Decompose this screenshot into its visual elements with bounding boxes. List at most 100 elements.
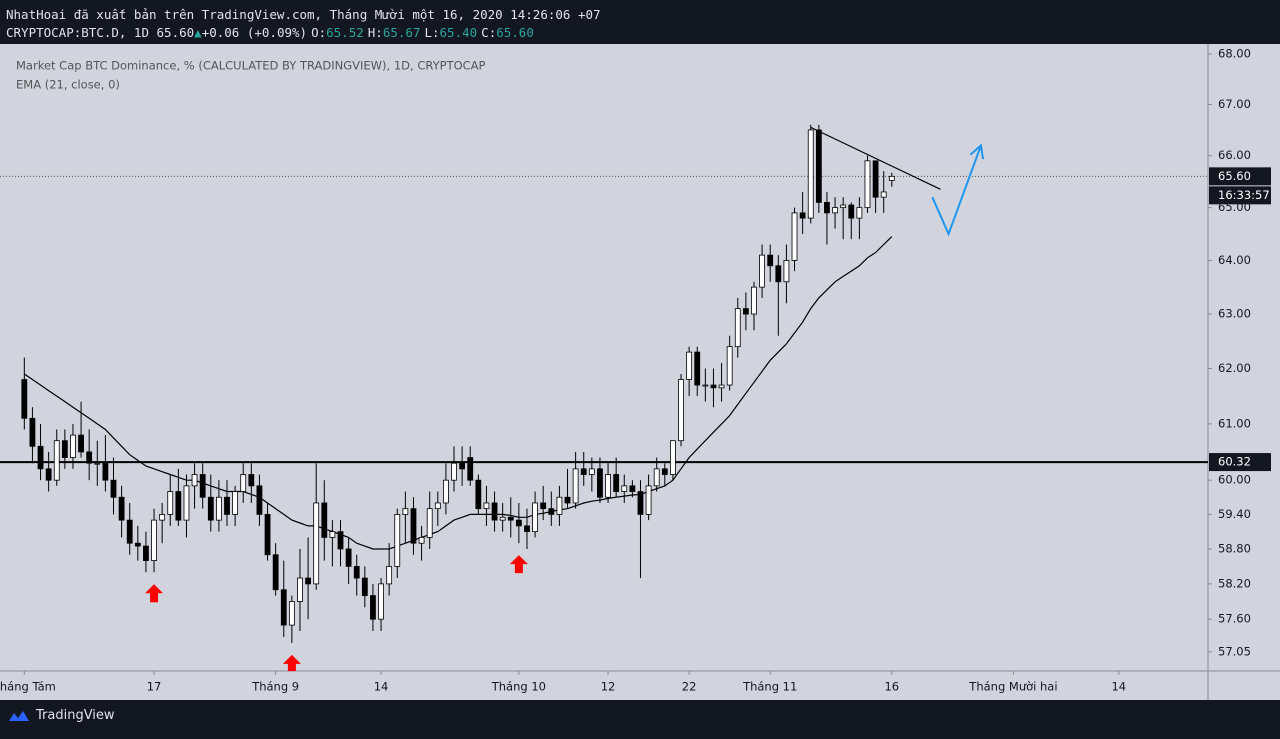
change: +0.06 (+0.09%) bbox=[201, 25, 308, 40]
projection bbox=[931, 145, 982, 237]
candle-body bbox=[694, 351, 701, 386]
candle-body bbox=[588, 468, 595, 475]
candle-body bbox=[345, 548, 352, 567]
candle-body bbox=[207, 496, 214, 521]
candle-body bbox=[783, 260, 790, 283]
candle-body bbox=[443, 479, 449, 504]
candle-body bbox=[848, 204, 855, 219]
candle-body bbox=[524, 525, 530, 533]
y-tick-label: 64.00 bbox=[1218, 253, 1251, 267]
x-tick-label: Tháng Tám bbox=[0, 680, 56, 694]
candle-body bbox=[645, 485, 652, 515]
candle-body bbox=[856, 207, 863, 219]
y-tick-label: 63.00 bbox=[1218, 307, 1251, 321]
countdown-tag: 16:33:57 bbox=[1218, 188, 1270, 202]
candle-body bbox=[451, 462, 457, 481]
candle-body bbox=[288, 601, 295, 626]
candle-body bbox=[678, 379, 684, 442]
candle-body bbox=[183, 485, 190, 521]
candle-body bbox=[410, 508, 417, 544]
x-tick-label: 22 bbox=[682, 680, 697, 694]
candle-body bbox=[880, 191, 887, 198]
ohlc-label: C: bbox=[481, 25, 497, 40]
candle-body bbox=[564, 496, 571, 504]
candle-body bbox=[815, 129, 822, 203]
candle-body bbox=[21, 379, 28, 419]
candle-body bbox=[702, 384, 709, 387]
candle-body bbox=[799, 212, 806, 219]
chart: Market Cap BTC Dominance, % (CALCULATED … bbox=[0, 44, 1280, 700]
candle-body bbox=[313, 502, 320, 585]
candle-body bbox=[491, 502, 498, 521]
y-tick-label: 59.40 bbox=[1218, 507, 1251, 521]
candle-body bbox=[280, 589, 287, 626]
candle-body bbox=[126, 519, 133, 544]
x-tick-label: 14 bbox=[374, 680, 389, 694]
candle-body bbox=[499, 516, 506, 521]
candle-body bbox=[167, 491, 174, 515]
candle-body bbox=[143, 545, 149, 561]
candle-body bbox=[791, 212, 798, 261]
candle-body bbox=[661, 468, 668, 475]
ohlc-value: 65.52 bbox=[326, 25, 364, 40]
candle-body bbox=[224, 496, 230, 515]
candle-body bbox=[807, 129, 814, 219]
candle-body bbox=[272, 554, 279, 591]
ohlc: O:65.52 H:65.67 L:65.40 C:65.60 bbox=[307, 25, 534, 40]
candle-body bbox=[102, 462, 109, 481]
candle-body bbox=[264, 514, 271, 556]
logo bbox=[9, 710, 29, 721]
candle-body bbox=[637, 491, 644, 515]
candle-body bbox=[305, 577, 311, 585]
candle-body bbox=[767, 254, 774, 267]
candle-body bbox=[61, 440, 68, 458]
candle-body bbox=[840, 204, 847, 209]
candle-body bbox=[199, 474, 206, 498]
candle-body bbox=[580, 468, 587, 475]
candle-body bbox=[53, 440, 60, 481]
candle-body bbox=[118, 496, 125, 521]
candle-body bbox=[751, 286, 757, 315]
x-tick-label: Tháng Mười hai bbox=[968, 680, 1057, 694]
plot bbox=[0, 124, 1208, 671]
candle-body bbox=[434, 502, 441, 510]
candle-body bbox=[134, 542, 141, 547]
candle-body bbox=[240, 474, 247, 492]
candle-body bbox=[670, 440, 676, 475]
candle-body bbox=[888, 175, 895, 181]
level-tag-box bbox=[1209, 453, 1271, 472]
ohlc-label: L: bbox=[424, 25, 440, 40]
x-tick-label: Tháng 10 bbox=[491, 680, 546, 694]
ohlc-value: 65.60 bbox=[496, 25, 534, 40]
candle-body bbox=[686, 351, 693, 380]
marker-arrow bbox=[282, 654, 301, 671]
candle-body bbox=[386, 565, 393, 585]
candle-body bbox=[361, 577, 368, 597]
candle-body bbox=[629, 485, 636, 492]
projection-head bbox=[969, 143, 985, 160]
candle-body bbox=[329, 531, 336, 538]
candle-body bbox=[864, 160, 871, 209]
y-tick-label: 67.00 bbox=[1218, 97, 1251, 111]
candle-body bbox=[110, 479, 117, 498]
publish-line: NhatHoai đã xuất bản trên TradingView.co… bbox=[6, 7, 601, 22]
candle-body bbox=[742, 308, 749, 315]
candle-body bbox=[418, 537, 425, 544]
candle-body bbox=[353, 565, 360, 579]
candle-body bbox=[459, 462, 466, 470]
x-tick-label: Tháng 9 bbox=[251, 680, 299, 694]
candle-body bbox=[653, 468, 660, 487]
candle-body bbox=[718, 384, 725, 389]
candle-body bbox=[775, 265, 782, 283]
x-tick-label: Tháng 11 bbox=[742, 680, 797, 694]
candle-body bbox=[402, 508, 409, 515]
candle-body bbox=[94, 462, 101, 465]
candle-body bbox=[556, 496, 563, 515]
candle-body bbox=[832, 207, 838, 214]
marker-arrow bbox=[509, 555, 528, 574]
x-tick-label: 17 bbox=[147, 680, 162, 694]
brand: TradingView bbox=[36, 708, 115, 723]
candle-body bbox=[426, 508, 433, 538]
candle-body bbox=[151, 519, 157, 561]
